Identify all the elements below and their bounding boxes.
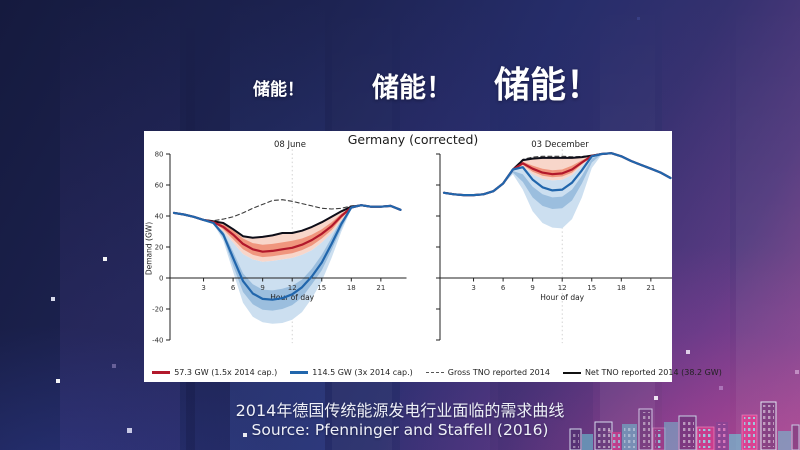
- legend-swatch-blue-line: [290, 371, 309, 374]
- legend-label: Net TNO reported 2014 (38.2 GW): [584, 368, 722, 377]
- svg-text:20: 20: [155, 243, 164, 251]
- caption-chinese: 2014年德国传统能源发电行业面临的需求曲线: [235, 401, 565, 420]
- svg-text:18: 18: [617, 284, 626, 292]
- chart-panel: Germany (corrected) 08 June 03 December …: [144, 131, 722, 382]
- legend-swatch-red-line: [152, 371, 171, 374]
- legend-item-gross: Gross TNO reported 2014: [425, 368, 550, 377]
- buildings: [569, 401, 800, 450]
- star-dot: [719, 386, 723, 390]
- star-dot: [56, 379, 60, 383]
- star-dot: [637, 17, 640, 20]
- subplot-title-june: 08 June: [273, 140, 307, 150]
- headline-item-large: 储能！: [494, 65, 603, 106]
- svg-text:15: 15: [317, 284, 326, 292]
- svg-text:6: 6: [231, 284, 236, 292]
- legend-item-114gw: 114.5 GW (3x 2014 cap.): [290, 368, 413, 377]
- chart-title: Germany (corrected): [347, 132, 479, 147]
- svg-text:12: 12: [558, 284, 567, 292]
- city-skyline: [569, 401, 800, 450]
- star-dot: [51, 297, 55, 301]
- svg-text:6: 6: [501, 284, 506, 292]
- legend-label: 114.5 GW (3x 2014 cap.): [312, 368, 413, 377]
- svg-text:3: 3: [471, 284, 475, 292]
- svg-text:0: 0: [159, 274, 163, 282]
- caption-source: Source: Pfenninger and Staffell (2016): [251, 421, 549, 439]
- svg-text:12: 12: [288, 284, 297, 292]
- legend-item-57gw: 57.3 GW (1.5x 2014 cap.): [152, 368, 277, 377]
- subplot-december: 3 6 9 12 15 18 21 Hour of day: [436, 149, 672, 344]
- svg-text:40: 40: [155, 212, 164, 220]
- svg-text:21: 21: [376, 284, 385, 292]
- legend-label: Gross TNO reported 2014: [447, 368, 550, 377]
- legend-swatch-dashed-line: [425, 372, 444, 373]
- svg-text:21: 21: [646, 284, 655, 292]
- svg-text:15: 15: [587, 284, 596, 292]
- headline-item-small: 储能！: [253, 80, 304, 100]
- star-dot: [686, 350, 690, 354]
- svg-text:9: 9: [530, 284, 534, 292]
- svg-text:80: 80: [155, 150, 164, 158]
- svg-text:18: 18: [347, 284, 356, 292]
- svg-text:60: 60: [155, 181, 164, 189]
- svg-text:-40: -40: [152, 336, 163, 344]
- star-dot: [243, 433, 247, 437]
- star-dot: [112, 364, 116, 368]
- svg-text:3: 3: [201, 284, 205, 292]
- svg-text:Hour of day: Hour of day: [540, 293, 584, 302]
- chart-legend: 57.3 GW (1.5x 2014 cap.) 114.5 GW (3x 20…: [144, 368, 722, 377]
- demand-chart: -40 -20 0 20 40 60 80 3 6 9 12 15 18 21 Hour of day 3 6 9…: [152, 149, 672, 344]
- headline-item-medium: 储能！: [372, 73, 453, 104]
- background-stripe: [736, 0, 800, 450]
- star-dot: [654, 396, 658, 400]
- star-dot: [127, 428, 132, 433]
- svg-text:-20: -20: [152, 305, 163, 313]
- background-stripe: [662, 0, 730, 450]
- legend-item-net: Net TNO reported 2014 (38.2 GW): [562, 368, 722, 377]
- legend-swatch-black-line: [562, 371, 581, 374]
- star-dot: [795, 370, 799, 374]
- subplot-title-december: 03 December: [531, 140, 589, 150]
- svg-text:9: 9: [260, 284, 264, 292]
- legend-label: 57.3 GW (1.5x 2014 cap.): [174, 368, 278, 377]
- subplot-june: -40 -20 0 20 40 60 80 3 6 9 12 15 18 21 Hour of day: [152, 149, 407, 344]
- svg-text:Hour of day: Hour of day: [270, 293, 314, 302]
- star-dot: [103, 257, 107, 261]
